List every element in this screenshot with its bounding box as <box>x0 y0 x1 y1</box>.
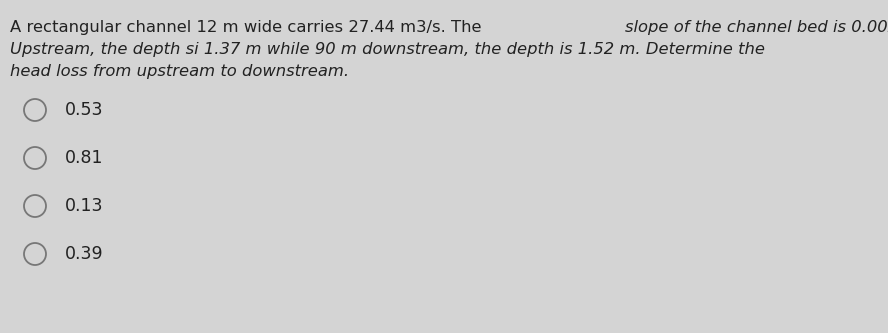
Text: A rectangular channel 12 m wide carries 27.44 m3/s. The: A rectangular channel 12 m wide carries … <box>10 20 487 35</box>
Text: Upstream, the depth si 1.37 m while 90 m downstream, the depth is 1.52 m. Determ: Upstream, the depth si 1.37 m while 90 m… <box>10 42 765 57</box>
Text: head loss from upstream to downstream.: head loss from upstream to downstream. <box>10 64 349 79</box>
Text: 0.53: 0.53 <box>65 101 104 119</box>
Text: 0.13: 0.13 <box>65 197 104 215</box>
Text: slope of the channel bed is 0.00283.: slope of the channel bed is 0.00283. <box>625 20 888 35</box>
Text: 0.39: 0.39 <box>65 245 104 263</box>
Text: 0.81: 0.81 <box>65 149 104 167</box>
